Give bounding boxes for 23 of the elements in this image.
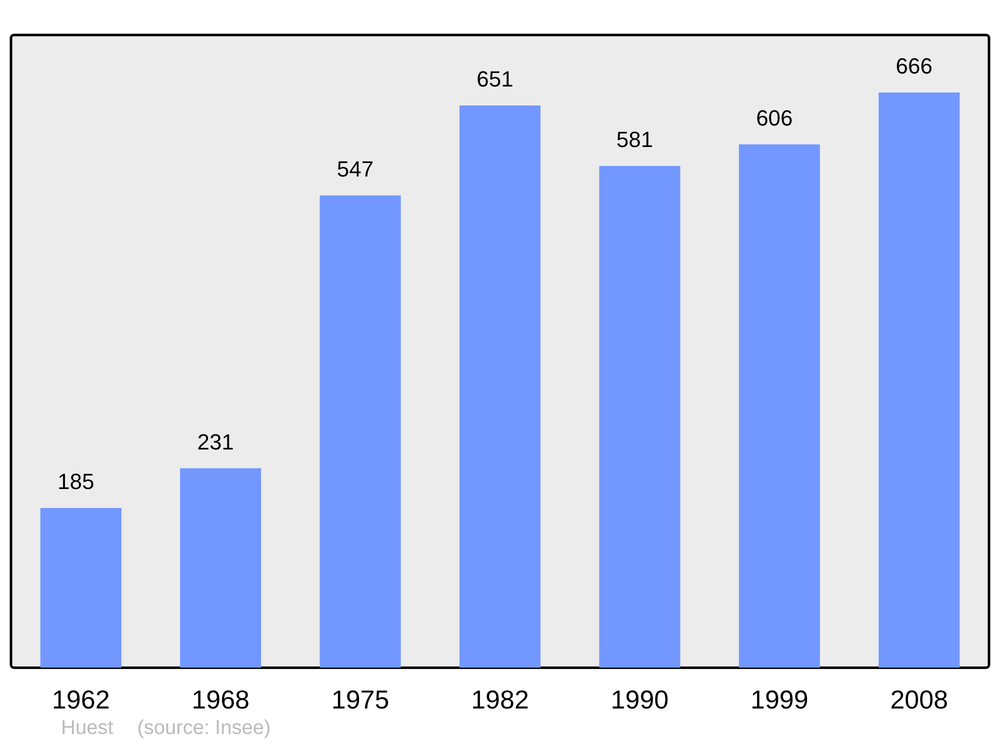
- data-label: 666: [896, 54, 932, 79]
- bar: [180, 468, 262, 668]
- bar: [738, 144, 820, 668]
- x-tick-label: 1990: [610, 684, 669, 715]
- data-label: 581: [616, 127, 654, 152]
- bar: [459, 105, 541, 668]
- text: (source: Insee): [137, 717, 271, 739]
- bar: [320, 195, 401, 668]
- x-tick-label: 2008: [890, 684, 948, 715]
- x-tick-label: 1982: [471, 684, 529, 715]
- data-label: 231: [197, 429, 234, 454]
- data-label: 547: [336, 156, 374, 182]
- bar: [40, 508, 122, 668]
- x-tick-label: 1962: [52, 684, 110, 715]
- data-label: 651: [476, 66, 514, 92]
- x-tick-label: 1975: [331, 684, 390, 715]
- data-label: 185: [58, 469, 94, 494]
- text: Huest: [61, 717, 114, 739]
- x-tick-label: 1968: [192, 684, 250, 715]
- bar: [599, 166, 680, 668]
- bar: [878, 92, 960, 668]
- data-label: 606: [756, 105, 793, 130]
- x-tick-label: 1999: [750, 684, 808, 715]
